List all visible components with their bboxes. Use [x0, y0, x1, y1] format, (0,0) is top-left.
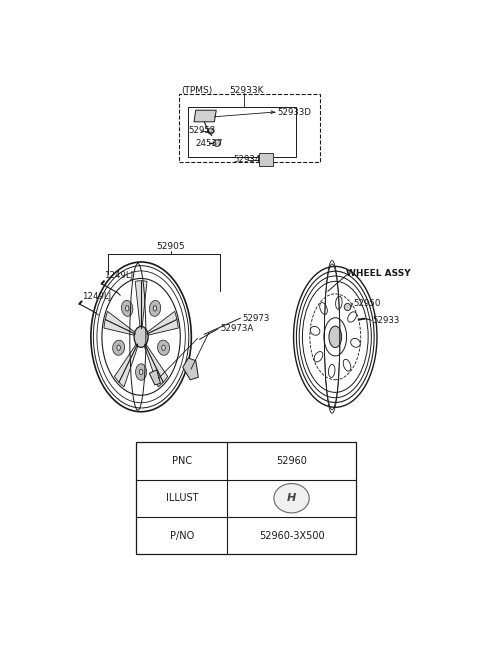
Text: 52973A: 52973A	[220, 325, 253, 333]
Ellipse shape	[329, 326, 342, 348]
Polygon shape	[183, 358, 198, 380]
Ellipse shape	[328, 365, 335, 378]
Ellipse shape	[91, 262, 192, 412]
Text: 52953: 52953	[188, 126, 216, 135]
Text: 52960: 52960	[276, 456, 307, 466]
Ellipse shape	[274, 484, 309, 513]
Ellipse shape	[97, 271, 185, 403]
Text: 24537: 24537	[195, 139, 223, 148]
Text: WHEEL ASSY: WHEEL ASSY	[347, 269, 411, 278]
Text: 52973: 52973	[242, 313, 270, 323]
Text: 52933: 52933	[372, 316, 400, 325]
Ellipse shape	[310, 294, 361, 380]
Text: 52960-3X500: 52960-3X500	[259, 531, 324, 541]
Ellipse shape	[344, 304, 351, 311]
Bar	[188, 106, 296, 157]
Ellipse shape	[135, 364, 146, 380]
Ellipse shape	[302, 281, 368, 392]
Bar	[259, 153, 273, 166]
Ellipse shape	[348, 312, 357, 322]
Text: P/NO: P/NO	[169, 531, 194, 541]
Text: (TPMS): (TPMS)	[181, 86, 212, 95]
Ellipse shape	[139, 369, 143, 374]
Ellipse shape	[343, 359, 351, 371]
Text: 52933D: 52933D	[277, 108, 312, 117]
Polygon shape	[104, 311, 136, 336]
Ellipse shape	[351, 338, 360, 348]
Polygon shape	[144, 343, 168, 387]
Ellipse shape	[314, 351, 323, 362]
Text: 52905: 52905	[156, 242, 185, 251]
Ellipse shape	[157, 340, 169, 355]
Polygon shape	[194, 110, 216, 122]
Ellipse shape	[134, 327, 148, 348]
Ellipse shape	[153, 306, 157, 311]
Ellipse shape	[299, 276, 372, 397]
Polygon shape	[146, 311, 178, 336]
Ellipse shape	[125, 306, 129, 311]
Ellipse shape	[94, 265, 189, 408]
Ellipse shape	[324, 318, 347, 356]
Text: H: H	[287, 493, 296, 503]
Ellipse shape	[113, 340, 125, 355]
Text: PNC: PNC	[172, 456, 192, 466]
Ellipse shape	[162, 345, 165, 350]
Text: 52934: 52934	[233, 155, 260, 164]
Bar	[136, 442, 356, 555]
Text: 1249LJ: 1249LJ	[104, 271, 133, 280]
Ellipse shape	[102, 279, 180, 396]
Text: 1249LJ: 1249LJ	[83, 292, 111, 301]
Text: ILLUST: ILLUST	[166, 493, 198, 503]
Ellipse shape	[297, 271, 374, 403]
Bar	[179, 94, 321, 162]
Polygon shape	[114, 343, 138, 387]
Ellipse shape	[320, 303, 327, 315]
Ellipse shape	[149, 300, 161, 317]
Ellipse shape	[213, 140, 221, 147]
Text: 52933K: 52933K	[229, 86, 264, 95]
Ellipse shape	[121, 300, 133, 317]
Ellipse shape	[310, 327, 320, 335]
Ellipse shape	[336, 296, 342, 309]
Text: 52950: 52950	[354, 299, 381, 308]
Ellipse shape	[208, 128, 214, 134]
Polygon shape	[135, 281, 147, 328]
Ellipse shape	[294, 266, 377, 407]
Ellipse shape	[117, 345, 120, 350]
Polygon shape	[149, 370, 160, 385]
